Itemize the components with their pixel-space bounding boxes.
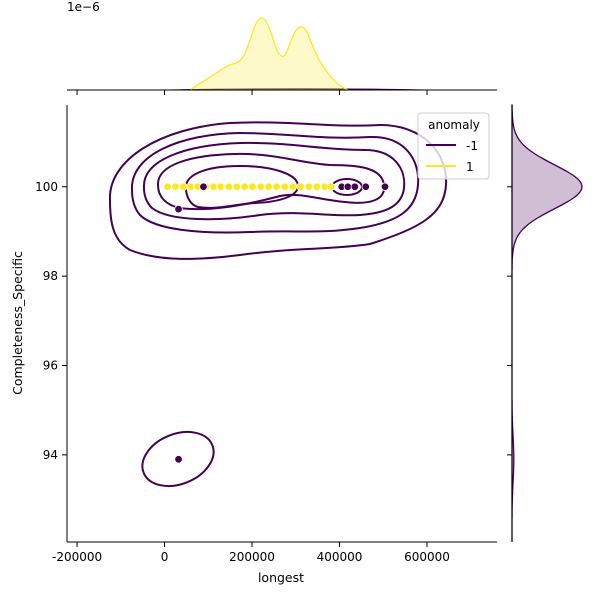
y-tick-label: 100 — [35, 180, 58, 194]
x-tick-label: 0 — [161, 550, 169, 564]
point-anomaly-1 — [312, 182, 321, 191]
point-anomaly-1 — [216, 182, 225, 191]
point-anomaly-1 — [171, 182, 180, 191]
point-anomaly-1 — [186, 182, 195, 191]
point-anomaly-1 — [248, 182, 257, 191]
contour-outlier — [141, 430, 215, 488]
point-anomaly-1 — [232, 182, 241, 191]
contour-level-5-left — [184, 164, 300, 209]
contour-level-1 — [108, 121, 448, 260]
point-anomaly-1 — [304, 182, 314, 191]
point-anomaly-1 — [224, 182, 234, 191]
legend-label-1: 1 — [466, 160, 474, 174]
scatter-points — [163, 182, 390, 464]
right-marginal — [507, 104, 583, 542]
point-anomaly-neg1 — [361, 182, 370, 191]
point-anomaly-1 — [179, 182, 188, 191]
point-anomaly-1 — [280, 182, 290, 191]
offset-text: 1e−6 — [67, 0, 100, 14]
point-anomaly-neg1 — [199, 182, 208, 191]
contour-level-4 — [156, 152, 386, 211]
x-tick-label: 400000 — [317, 550, 363, 564]
point-anomaly-neg1 — [174, 455, 183, 464]
top-marginal: 1e−6 — [67, 0, 497, 95]
marginal-y-kde-anomaly-neg1 — [511, 104, 583, 542]
y-tick-label: 96 — [43, 359, 58, 373]
y-tick-label: 98 — [43, 269, 58, 283]
point-anomaly-1 — [326, 182, 335, 191]
x-tick-label: 200000 — [229, 550, 275, 564]
legend-label-neg1: -1 — [466, 139, 478, 153]
x-tick-label: 600000 — [404, 550, 450, 564]
point-anomaly-1 — [256, 182, 265, 191]
legend-title: anomaly — [428, 118, 480, 132]
legend: anomaly -1 1 — [417, 112, 490, 180]
point-anomaly-neg1 — [343, 182, 353, 191]
point-anomaly-1 — [209, 182, 218, 191]
point-anomaly-1 — [288, 182, 297, 191]
marginal-x-kde-anomaly-1 — [187, 17, 349, 91]
kde-contours-anomaly-neg1 — [108, 121, 448, 488]
contour-level-2 — [130, 131, 420, 234]
point-anomaly-neg1 — [174, 204, 183, 214]
x-axis-label: longest — [258, 570, 304, 585]
point-anomaly-1 — [296, 182, 305, 191]
contour-level-3 — [142, 141, 406, 221]
y-axis-label: Completeness_Specific — [10, 251, 25, 395]
point-anomaly-1 — [264, 182, 273, 191]
point-anomaly-neg1 — [350, 182, 360, 191]
point-anomaly-1 — [240, 182, 249, 191]
x-tick-label: -200000 — [52, 550, 102, 564]
point-anomaly-1 — [163, 182, 172, 191]
point-anomaly-1 — [272, 182, 281, 191]
main-axes: -200000 0 200000 400000 600000 94 96 98 100 lon… — [10, 105, 497, 585]
point-anomaly-neg1 — [380, 182, 390, 191]
y-tick-label: 94 — [43, 448, 58, 462]
